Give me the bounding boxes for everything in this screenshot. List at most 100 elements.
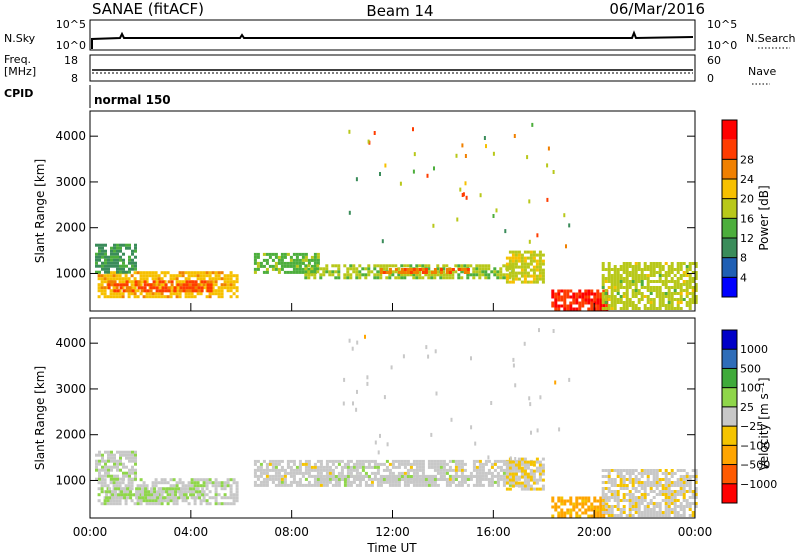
heatmap-cell xyxy=(117,487,121,491)
heatmap-cell xyxy=(694,274,698,277)
heatmap-cell xyxy=(610,481,614,484)
heatmap-cell xyxy=(484,264,488,268)
heatmap-cell xyxy=(625,262,629,265)
heatmap-cell xyxy=(511,259,515,263)
heatmap-cell xyxy=(385,475,389,478)
heatmap-cell xyxy=(593,499,597,503)
heatmap-cell xyxy=(520,484,524,488)
heatmap-cell xyxy=(454,264,458,268)
heatmap-cell xyxy=(685,301,689,304)
heatmap-cell xyxy=(538,469,542,473)
heatmap-cell xyxy=(113,289,117,293)
heatmap-cell xyxy=(563,289,567,293)
heatmap-cell xyxy=(673,286,677,289)
heatmap-cell xyxy=(599,292,603,296)
heatmap-cell xyxy=(682,283,686,286)
heatmap-cell xyxy=(177,487,181,491)
heatmap-cell xyxy=(691,280,695,283)
heatmap-cell xyxy=(107,283,111,287)
heatmap-cell xyxy=(373,462,377,466)
heatmap-cell xyxy=(334,459,338,463)
heatmap-cell xyxy=(664,478,668,481)
heatmap-cell xyxy=(461,143,464,148)
heatmap-cell xyxy=(364,273,368,277)
heatmap-cell xyxy=(676,493,680,496)
heatmap-cell xyxy=(619,301,623,304)
heatmap-cell xyxy=(514,466,518,470)
heatmap-cell xyxy=(211,289,215,293)
heatmap-cell xyxy=(676,478,680,481)
heatmap-cell xyxy=(601,286,605,289)
heatmap-cell xyxy=(552,329,555,333)
heatmap-cell xyxy=(676,481,680,484)
heatmap-cell xyxy=(262,477,266,481)
heatmap-cell xyxy=(367,483,371,487)
heatmap-cell xyxy=(208,490,212,494)
heatmap-cell xyxy=(406,268,410,271)
heatmap-cell xyxy=(182,286,186,290)
heatmap-cell xyxy=(655,511,659,514)
heatmap-cell xyxy=(394,459,398,463)
heatmap-cell xyxy=(168,496,172,500)
heatmap-cell xyxy=(496,483,500,487)
heatmap-cell xyxy=(229,487,233,491)
heatmap-cell xyxy=(631,280,635,283)
heatmap-cell xyxy=(112,277,116,281)
heatmap-cell xyxy=(490,474,494,478)
heatmap-cell xyxy=(688,484,692,487)
velocity-colorbar-label: Velocity [m s⁻¹] xyxy=(757,377,771,470)
heatmap-cell xyxy=(211,271,215,275)
heatmap-cell xyxy=(587,505,591,509)
heatmap-cell xyxy=(557,298,561,302)
heatmap-cell xyxy=(599,505,603,509)
heatmap-cell xyxy=(370,480,374,484)
heatmap-cell xyxy=(640,274,644,277)
heatmap-cell xyxy=(499,459,503,463)
heatmap-cell xyxy=(106,277,110,281)
heatmap-cell xyxy=(478,276,482,280)
heatmap-cell xyxy=(475,264,479,268)
x-tick-label: 12:00 xyxy=(375,525,410,539)
heatmap-cell xyxy=(223,496,227,500)
heatmap-cell xyxy=(127,484,131,488)
heatmap-cell xyxy=(139,283,143,287)
heatmap-cell xyxy=(475,475,479,478)
heatmap-cell xyxy=(223,481,227,485)
heatmap-cell xyxy=(616,283,620,286)
heatmap-cell xyxy=(277,480,281,484)
heatmap-cell xyxy=(268,477,272,481)
heatmap-cell xyxy=(552,170,555,174)
heatmap-cell xyxy=(601,280,605,283)
heatmap-cell xyxy=(205,499,209,503)
heatmap-cell xyxy=(129,493,133,497)
heatmap-cell xyxy=(661,472,665,475)
heatmap-cell xyxy=(119,246,122,250)
heatmap-cell xyxy=(144,487,148,491)
heatmap-cell xyxy=(176,283,180,287)
heatmap-cell xyxy=(361,267,365,271)
heatmap-cell xyxy=(658,298,662,301)
heatmap-cell xyxy=(613,478,617,481)
heatmap-cell xyxy=(610,508,614,511)
heatmap-cell xyxy=(379,172,381,176)
heatmap-cell xyxy=(391,480,395,484)
heatmap-cell xyxy=(364,459,368,463)
heatmap-cell xyxy=(601,265,605,268)
heatmap-cell xyxy=(295,255,299,259)
heatmap-cell xyxy=(304,258,308,262)
heatmap-cell xyxy=(466,273,470,277)
heatmap-cell xyxy=(658,289,662,292)
heatmap-cell xyxy=(166,502,170,506)
heatmap-cell xyxy=(563,511,567,515)
heatmap-cell xyxy=(120,496,124,500)
heatmap-cell xyxy=(307,273,311,277)
heatmap-cell xyxy=(418,478,422,481)
heatmap-cell xyxy=(572,292,576,296)
heatmap-cell xyxy=(262,252,266,256)
heatmap-cell xyxy=(490,477,494,481)
heatmap-cell xyxy=(492,214,495,218)
heatmap-cell xyxy=(538,487,542,491)
heatmap-cell xyxy=(625,286,629,289)
heatmap-cell xyxy=(283,471,287,475)
